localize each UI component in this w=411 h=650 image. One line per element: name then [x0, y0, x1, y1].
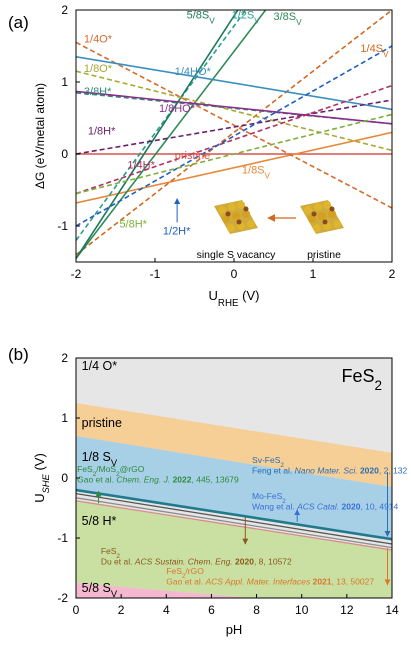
panel-a-ytick-label: 0: [61, 147, 68, 161]
series-label-12: 1/2SV: [232, 10, 261, 26]
reference-material: Mo-FeS2: [252, 491, 286, 505]
region-0: [76, 358, 392, 453]
region-label-0: 1/4 O*: [82, 359, 118, 373]
reference-citation: Du et al. ACS Sustain. Chem. Eng. 2020, …: [101, 557, 292, 567]
panel-b-xtick-label: 12: [340, 603, 354, 617]
panel-b-ytick-label: 2: [61, 351, 68, 365]
series-line-12: [76, 84, 392, 195]
panel-b-xtick-label: 6: [208, 603, 215, 617]
series-line-1: [76, 131, 392, 204]
boundary-line-0: [76, 488, 392, 541]
series-label-8: 1/8SV: [242, 164, 271, 180]
panel-b-ytick-label: -1: [57, 531, 68, 545]
panel-a-xlabel: URHE (V): [209, 288, 260, 309]
series-label-11: 5/8SV: [187, 10, 216, 26]
panel-b-xtick-label: 8: [253, 603, 260, 617]
reference-citation: Gao et al. Chem. Eng. J. 2022, 445, 1367…: [77, 475, 239, 485]
panel-a-ytick-label: 2: [61, 3, 68, 17]
panel-b-ytick-label: 1: [61, 411, 68, 425]
reference-material: Sv-FeS2: [252, 455, 284, 469]
series-label-10: 5/8H*: [119, 218, 147, 230]
panel-b-xtick-label: 10: [295, 603, 309, 617]
inset-structures: single S vacancy pristine: [197, 200, 344, 261]
series-label-1: 1/8O*: [84, 63, 113, 75]
series-line-8: [76, 56, 392, 111]
panel-a-xtick-label: -2: [71, 267, 82, 281]
panel-a-chart: -2 -1 0 1 2 -1 0 1 2 URHE (V) ΔG (eV/metal atom) 1…: [33, 3, 396, 309]
series-line-11: [76, 99, 392, 155]
reference-material: FeS2: [101, 546, 121, 560]
panel-b-label: (b): [8, 345, 29, 364]
region-label-4: 5/8 SV: [82, 581, 118, 599]
reference-material: FeS2/rGO: [166, 566, 204, 580]
panel-a-xtick-label: 1: [310, 267, 317, 281]
panel-b-ylabel: USHE (V): [32, 453, 51, 503]
panel-a-ylabel: ΔG (eV/metal atom): [33, 83, 47, 189]
region-label-3: 5/8 H*: [82, 514, 117, 528]
inset-label-pristine: pristine: [307, 249, 341, 261]
inset-label-vacancy: single S vacancy: [197, 249, 277, 261]
single-s-vacancy-structure-image: [214, 200, 258, 234]
series-line-3: [76, 10, 267, 259]
panel-b-xtick-label: 0: [73, 603, 80, 617]
boundary-line-2: [76, 497, 392, 549]
panel-a-ytick-label: -1: [57, 219, 68, 233]
series-line-7: [76, 70, 392, 152]
series-label-6: 1/4HO*: [175, 66, 212, 78]
region-4: [76, 583, 392, 598]
series-line-6: [76, 41, 392, 209]
region-label-1: pristine: [82, 416, 122, 430]
panel-b-ytick-label: -2: [57, 591, 68, 605]
series-line-5: [76, 10, 239, 259]
series-label-14: 1/4SV: [360, 43, 389, 59]
panel-a-xtick-label: 0: [231, 267, 238, 281]
panel-a-ytick-label: 1: [61, 75, 68, 89]
panel-a-xtick-label: -1: [150, 267, 161, 281]
series-label-13: 3/8SV: [274, 11, 303, 27]
reference-material: FeS2/MoS2@rGO: [77, 464, 145, 478]
region-3: [76, 500, 392, 598]
series-label-3: 1/8H*: [88, 126, 116, 138]
panel-b-title: FeS2: [341, 366, 382, 393]
series-line-13: [76, 45, 392, 227]
series-line-10: [76, 90, 392, 125]
panel-b-xtick-label: 14: [385, 603, 399, 617]
series-line-2: [76, 10, 392, 256]
series-label-4: 1/4H*: [127, 159, 155, 171]
series-label-5: 1/8HO*: [159, 103, 196, 115]
series-label-9: 1/2H*: [163, 226, 191, 238]
pristine-structure-image: [300, 200, 344, 234]
panel-a-xtick-label: 2: [389, 267, 396, 281]
boundary-line-1: [76, 492, 392, 545]
reference-citation: Wang et al. ACS Catal. 2020, 10, 4914: [252, 502, 398, 512]
boundary-line-3: [76, 500, 392, 551]
series-label-0: 1/4O*: [84, 33, 113, 45]
panel-b-xtick-label: 4: [163, 603, 170, 617]
reference-citation: Feng et al. Nano Mater. Sci. 2020, 2, 13…: [252, 466, 407, 476]
region-label-2: 1/8 SV: [82, 450, 118, 468]
panel-b-xlabel: pH: [226, 622, 243, 637]
series-label-2: 3/8H*: [84, 86, 112, 98]
panel-b-ytick-label: 0: [61, 471, 68, 485]
region-2: [76, 436, 392, 540]
series-line-14: [76, 113, 392, 195]
panel-b-xtick-label: 2: [118, 603, 125, 617]
panel-a-label: (a): [8, 13, 29, 32]
reference-citation: Gao et al. ACS Appl. Mater. Interfaces 2…: [166, 577, 374, 587]
region-1: [76, 403, 392, 487]
series-label-7: pristine: [175, 150, 210, 162]
